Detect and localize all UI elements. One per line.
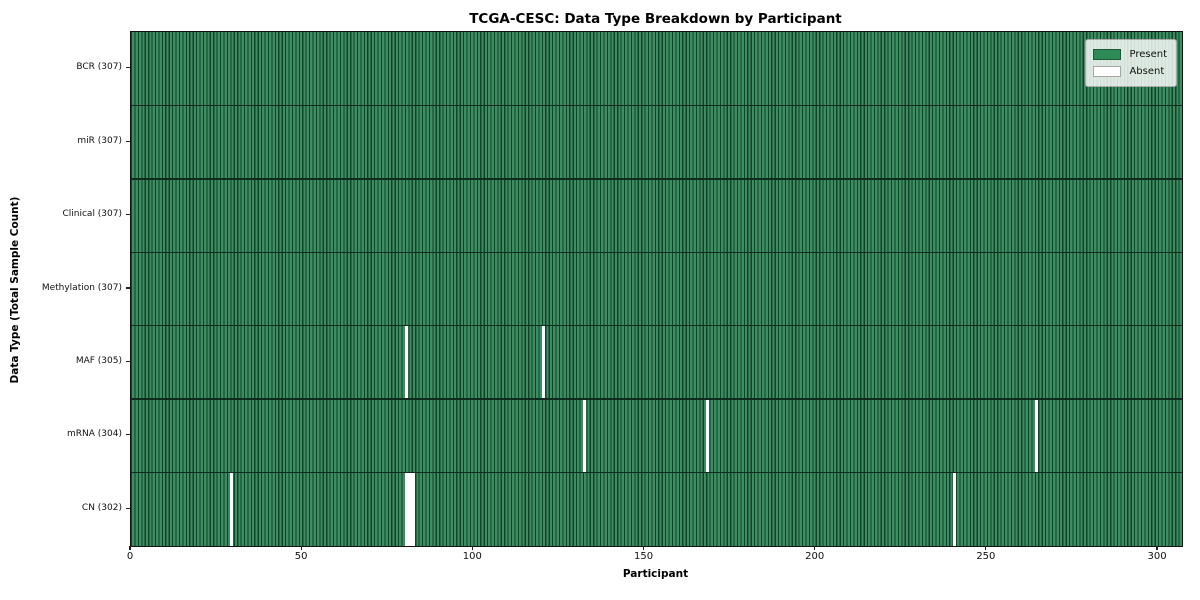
legend-item-absent: Absent (1093, 63, 1167, 80)
x-tick-label-200: 200 (805, 551, 825, 562)
x-tick-label-100: 100 (462, 551, 482, 562)
absent-cell-MAF-80 (405, 325, 409, 400)
x-tick-mark (471, 546, 473, 551)
x-tick-label-300: 300 (1147, 551, 1167, 562)
x-tick-label-150: 150 (633, 551, 654, 562)
absent-cell-mRNA-264 (1034, 399, 1038, 473)
chart-title: TCGA-CESC: Data Type Breakdown by Partic… (469, 11, 842, 27)
y-tick-label-mRNA: mRNA (304) (67, 429, 122, 440)
heatmap-row-Methylation (131, 252, 1182, 326)
x-tick-label-50: 50 (294, 551, 308, 562)
y-tick-label-Clinical: Clinical (307) (62, 209, 122, 220)
y-tick-label-BCR: BCR (307) (76, 62, 122, 73)
heatmap-row-Clinical (131, 178, 1182, 253)
heatmap-row-MAF (131, 325, 1182, 400)
x-tick-label-0: 0 (126, 551, 134, 562)
x-tick-mark (642, 546, 645, 551)
absent-cell-CN-240 (952, 472, 956, 546)
legend-swatch-present-icon (1093, 49, 1122, 60)
heatmap-row-BCR (131, 32, 1182, 106)
legend-label-absent: Absent (1129, 66, 1165, 77)
y-tick-mark (126, 213, 130, 216)
x-tick-label-250: 250 (976, 551, 996, 562)
absent-cell-mRNA-168 (706, 399, 710, 473)
plot-area: Present Absent (130, 31, 1183, 547)
absent-cell-MAF-120 (542, 325, 546, 400)
row-separator (131, 178, 1182, 180)
absent-cell-CN-80 (405, 472, 409, 546)
x-tick-mark (1156, 546, 1158, 551)
y-tick-mark (126, 507, 130, 509)
y-tick-mark (126, 140, 130, 142)
heatmap-row-miR (131, 105, 1182, 179)
heatmap-row-mRNA (131, 399, 1182, 473)
y-tick-label-MAF: MAF (305) (75, 355, 122, 366)
y-tick-label-miR: miR (307) (77, 135, 122, 146)
row-separator (131, 251, 1182, 253)
absent-cell-CN-82 (411, 472, 415, 546)
y-tick-label-CN: CN (302) (81, 502, 122, 513)
absent-cell-mRNA-132 (583, 399, 587, 473)
x-tick-mark (814, 546, 816, 551)
y-tick-mark (126, 360, 130, 363)
y-tick-mark (126, 287, 130, 289)
absent-cell-CN-81 (408, 472, 412, 546)
x-tick-mark (300, 546, 302, 551)
heatmap-row-CN (131, 472, 1182, 546)
row-separator (131, 398, 1182, 400)
x-tick-mark (985, 546, 987, 551)
y-tick-mark (126, 67, 130, 69)
row-separator (131, 325, 1182, 327)
legend-swatch-absent-icon (1093, 66, 1122, 77)
legend: Present Absent (1085, 39, 1177, 87)
legend-item-present: Present (1093, 46, 1167, 63)
absent-cell-CN-29 (230, 472, 234, 546)
row-separator (131, 104, 1182, 107)
y-tick-mark (126, 434, 130, 436)
legend-label-present: Present (1129, 49, 1167, 60)
x-axis-label: Participant (622, 568, 689, 580)
row-separator (131, 471, 1182, 474)
x-tick-mark (129, 546, 131, 551)
y-tick-label-Methylation: Methylation (307) (41, 282, 122, 293)
